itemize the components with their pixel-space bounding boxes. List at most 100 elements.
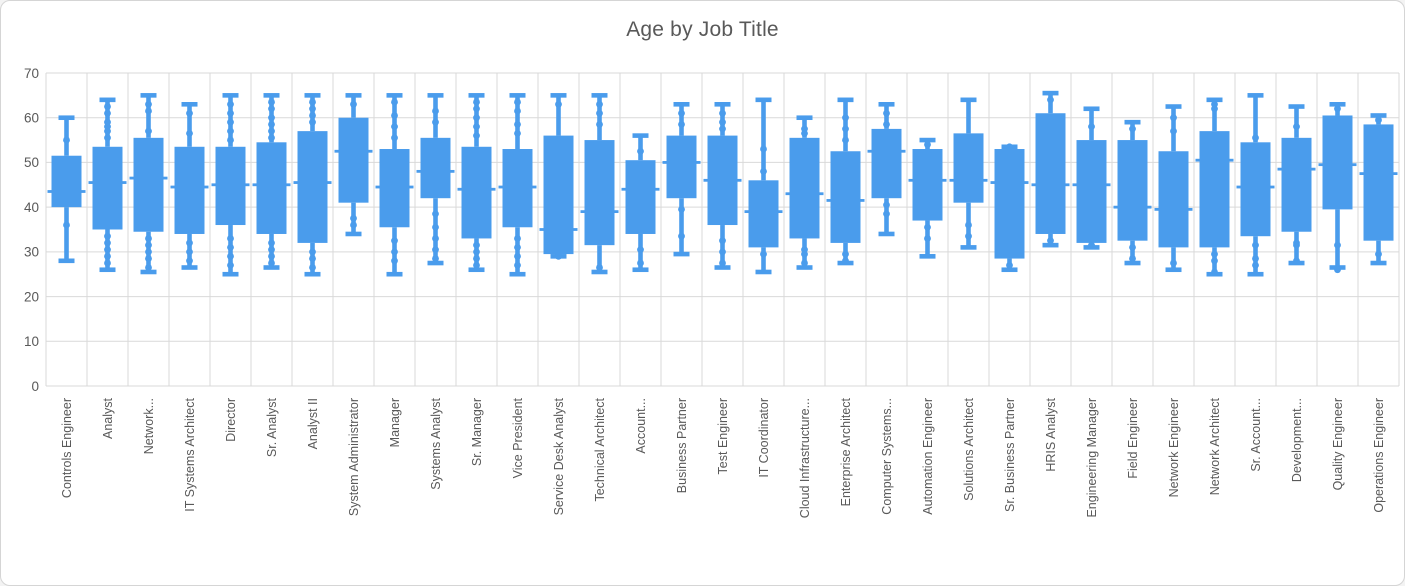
data-point [104,134,111,142]
median-marker [170,185,209,189]
upper-whisker [966,99,971,134]
box-network[interactable] [129,93,168,275]
data-point [391,257,398,265]
x-category-label-enterprise-architect: Enterprise Architect [839,397,853,506]
data-point [227,109,234,117]
max-cap [181,102,198,107]
box-account[interactable] [621,133,660,273]
data-point [63,136,70,144]
box-it-systems-architect[interactable] [170,102,209,270]
box-vice-president[interactable] [498,93,537,277]
data-point [350,221,357,229]
box-system-administrator[interactable] [334,93,373,237]
box-sr-analyst[interactable] [252,93,291,270]
y-tick-label: 20 [24,289,39,304]
iqr-box [256,142,287,234]
lower-whisker [679,198,684,255]
box-network-architect[interactable] [1195,97,1234,277]
data-point [432,235,439,242]
box-analyst-ii[interactable] [293,93,332,277]
box-service-desk-analyst[interactable] [539,93,578,260]
iqr-box [748,180,779,248]
iqr-box [953,133,984,203]
lower-whisker [64,207,69,261]
data-point [678,232,685,240]
box-computer-systems[interactable] [867,102,906,237]
median-marker [826,199,865,202]
x-category-label-sr-manager: Sr. Manager [470,398,484,466]
data-point [309,264,316,271]
iqr-box [461,146,492,239]
box-solutions-architect[interactable] [949,97,988,250]
data-point [268,98,275,106]
data-point [268,105,275,113]
upper-whisker [761,99,766,181]
median-marker [1277,167,1316,171]
median-marker [1154,207,1193,211]
data-point [596,100,603,108]
data-point [1088,123,1095,131]
data-point [1334,266,1341,274]
box-business-partner[interactable] [662,102,701,257]
data-point [1006,261,1013,269]
data-point [309,98,316,106]
box-hris-analyst[interactable] [1031,90,1070,248]
x-category-label-solutions-architect: Solutions Architect [962,397,976,500]
data-point [473,241,480,249]
box-test-engineer[interactable] [703,102,742,270]
data-point [637,246,644,254]
box-sr-business-partner[interactable] [990,143,1029,273]
box-automation-engineer[interactable] [908,137,947,259]
y-tick-label: 70 [24,66,39,81]
box-analyst[interactable] [88,97,127,273]
x-category-label-business-partner: Business Partner [675,398,689,493]
box-it-coordinator[interactable] [744,97,783,275]
box-sr-manager[interactable] [457,93,496,273]
min-cap [1247,271,1264,277]
box-quality-engineer[interactable] [1318,102,1357,274]
iqr-box [1199,131,1230,248]
data-point [145,127,152,135]
box-cloud-infrastructure[interactable] [785,115,824,270]
data-point [514,243,521,251]
data-point [1293,241,1300,249]
data-point [596,264,603,271]
median-marker [375,185,414,189]
box-field-engineer[interactable] [1113,119,1152,266]
median-marker [129,176,168,180]
iqr-box [297,131,328,243]
data-point [186,248,193,256]
data-point [104,127,111,135]
x-category-label-system-administrator: System Administrator [347,398,361,516]
box-controls-engineer[interactable] [47,115,86,264]
data-point [514,235,521,242]
max-cap [1124,119,1141,125]
median-marker [662,161,701,164]
y-tick-label: 0 [31,379,39,394]
median-marker [539,228,578,231]
box-director[interactable] [211,93,250,277]
lower-whisker [720,225,725,268]
box-manager[interactable] [375,93,414,277]
box-technical-architect[interactable] [580,93,619,275]
data-point [760,145,767,153]
box-engineering-manager[interactable] [1072,106,1111,250]
iqr-box [1240,142,1271,237]
box-sr-account[interactable] [1236,93,1275,277]
median-marker [1236,185,1275,189]
box-systems-analyst[interactable] [416,93,455,266]
box-operations-engineer[interactable] [1359,113,1398,266]
data-point [842,125,849,133]
data-point [1170,127,1177,135]
x-category-label-systems-analyst: Systems Analyst [429,397,443,489]
box-enterprise-architect[interactable] [826,97,865,266]
max-cap [755,97,772,103]
data-point [1170,259,1177,267]
box-network-engineer[interactable] [1154,104,1193,273]
data-point [801,250,808,258]
data-point [309,112,316,119]
x-category-label-sr-business-partner: Sr. Business Partner [1003,398,1017,512]
median-marker [498,185,537,189]
box-development[interactable] [1277,104,1316,266]
